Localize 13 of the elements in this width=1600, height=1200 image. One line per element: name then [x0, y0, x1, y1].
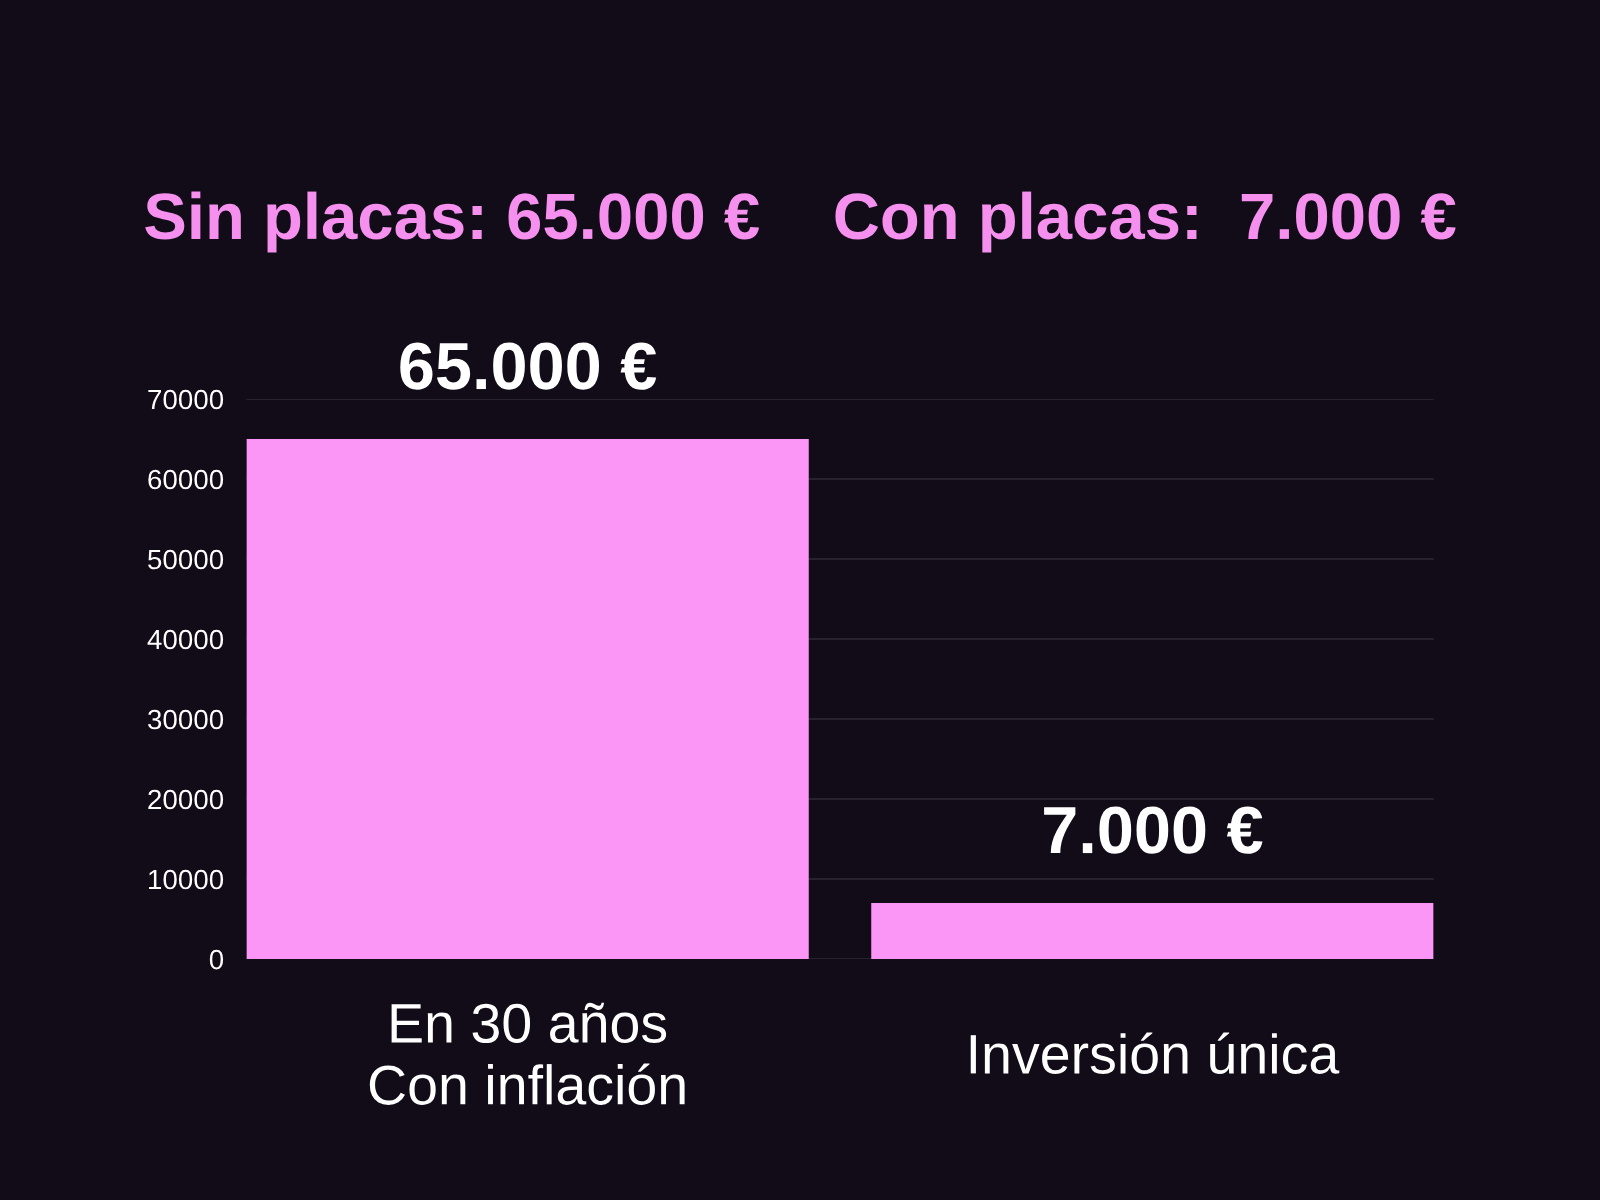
y-tick-label: 10000 [149, 869, 224, 890]
y-tick-label: 20000 [148, 789, 224, 810]
y-tick-label: 60000 [148, 469, 224, 490]
data-label: 65.000 € [400, 342, 657, 390]
y-tick-label: 30000 [148, 709, 224, 730]
y-tick-label: 70000 [148, 389, 224, 410]
data-label: 7.000 € [1044, 806, 1263, 854]
y-tick-label: 0 [209, 949, 224, 970]
y-tick-label: 40000 [147, 629, 224, 650]
x-tick-label: Inversión única [970, 1032, 1340, 1074]
y-tick-label: 50000 [148, 549, 224, 570]
x-tick-label: En 30 años Con inflación [369, 1002, 685, 1105]
chart-title: Sin placas: 65.000 € Con placas: 7.000 € [145, 191, 1456, 253]
